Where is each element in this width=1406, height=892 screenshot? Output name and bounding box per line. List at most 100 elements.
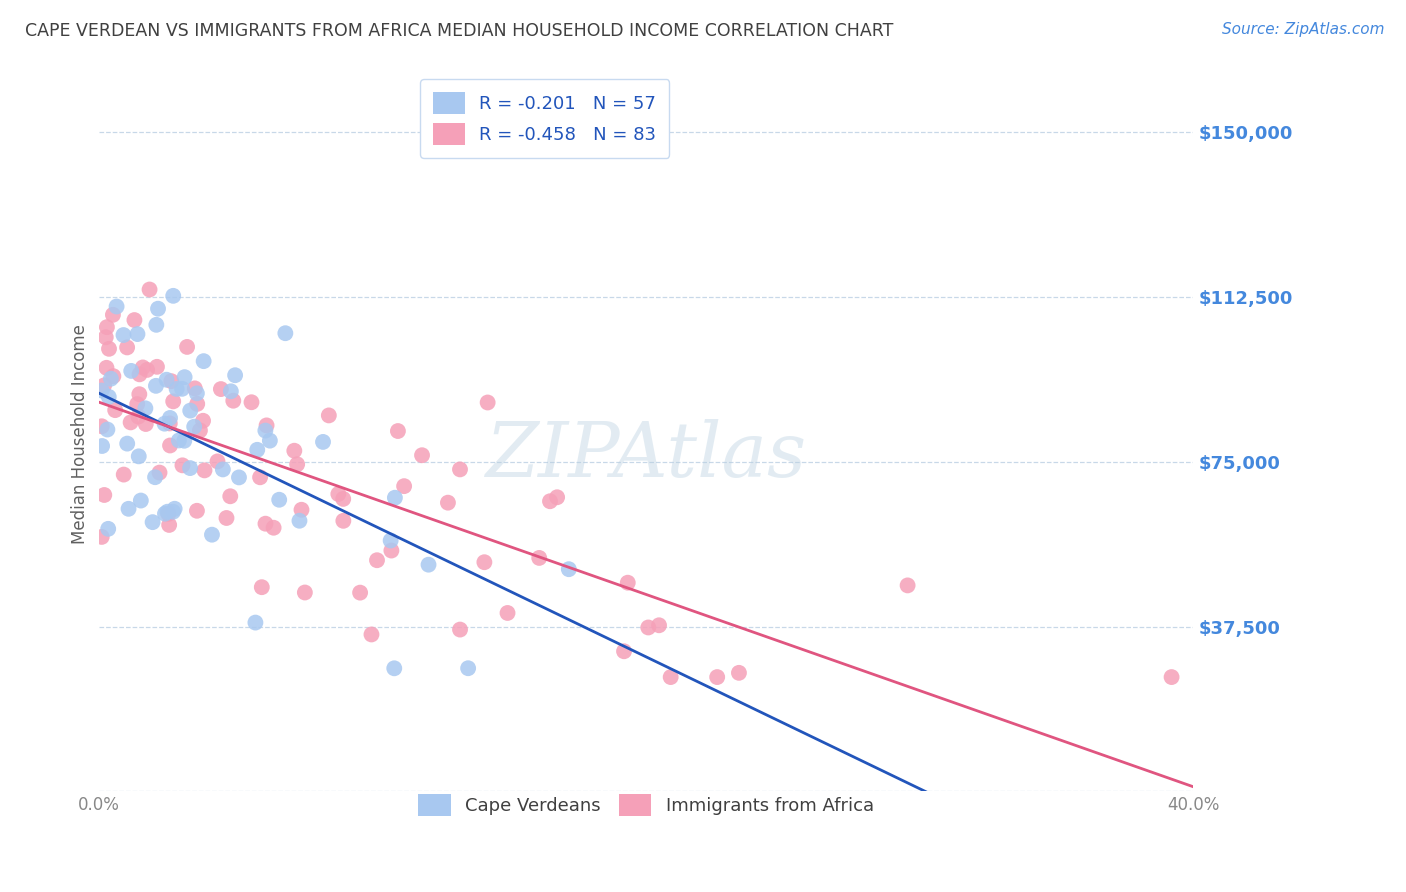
Point — [706, 670, 728, 684]
Point — [136, 363, 159, 377]
Point — [496, 606, 519, 620]
Point — [193, 463, 215, 477]
Point — [183, 419, 205, 434]
Point — [283, 443, 305, 458]
Point — [215, 511, 238, 525]
Point — [1160, 670, 1182, 684]
Point — [162, 394, 184, 409]
Point — [186, 386, 208, 401]
Point — [332, 514, 354, 528]
Point — [637, 620, 659, 634]
Point — [382, 661, 405, 675]
Point — [176, 340, 198, 354]
Point — [418, 558, 440, 572]
Point — [103, 369, 125, 384]
Point — [380, 533, 402, 548]
Point — [135, 417, 157, 431]
Point — [97, 390, 120, 404]
Point — [127, 327, 149, 342]
Point — [228, 470, 250, 484]
Point — [366, 553, 388, 567]
Point — [134, 401, 156, 416]
Point — [328, 487, 350, 501]
Point — [191, 414, 214, 428]
Point — [538, 494, 561, 508]
Point — [156, 505, 179, 519]
Point — [153, 417, 176, 431]
Point — [212, 462, 235, 476]
Point — [143, 470, 166, 484]
Point — [120, 416, 142, 430]
Point — [167, 434, 190, 448]
Point — [201, 527, 224, 541]
Point — [157, 507, 180, 521]
Point — [129, 493, 152, 508]
Text: CAPE VERDEAN VS IMMIGRANTS FROM AFRICA MEDIAN HOUSEHOLD INCOME CORRELATION CHART: CAPE VERDEAN VS IMMIGRANTS FROM AFRICA M… — [25, 22, 894, 40]
Point — [188, 424, 211, 438]
Point — [332, 491, 354, 506]
Point — [207, 454, 229, 468]
Point — [128, 450, 150, 464]
Point — [145, 379, 167, 393]
Point — [449, 462, 471, 476]
Point — [104, 403, 127, 417]
Point — [285, 457, 308, 471]
Point — [163, 501, 186, 516]
Point — [193, 354, 215, 368]
Point — [105, 300, 128, 314]
Point — [124, 313, 146, 327]
Point — [546, 490, 568, 504]
Point — [384, 491, 406, 505]
Point — [224, 368, 246, 383]
Point — [728, 665, 751, 680]
Point — [93, 378, 115, 392]
Point — [127, 397, 149, 411]
Point — [186, 397, 208, 411]
Point — [222, 393, 245, 408]
Point — [96, 423, 118, 437]
Point — [349, 585, 371, 599]
Point — [170, 382, 193, 396]
Point — [160, 374, 183, 388]
Point — [186, 504, 208, 518]
Text: ZIPAtlas: ZIPAtlas — [485, 418, 807, 492]
Point — [477, 395, 499, 409]
Point — [157, 517, 180, 532]
Point — [245, 615, 267, 630]
Point — [146, 359, 169, 374]
Point — [274, 326, 297, 341]
Point — [91, 439, 114, 453]
Point — [318, 409, 340, 423]
Point — [128, 387, 150, 401]
Point — [219, 489, 242, 503]
Legend: Cape Verdeans, Immigrants from Africa: Cape Verdeans, Immigrants from Africa — [409, 785, 883, 825]
Point — [250, 580, 273, 594]
Text: Source: ZipAtlas.com: Source: ZipAtlas.com — [1222, 22, 1385, 37]
Point — [558, 562, 581, 576]
Point — [128, 368, 150, 382]
Point — [155, 373, 177, 387]
Point — [166, 382, 188, 396]
Point — [115, 340, 138, 354]
Point — [93, 488, 115, 502]
Point — [457, 661, 479, 675]
Point — [162, 289, 184, 303]
Point — [172, 458, 194, 473]
Point — [146, 301, 169, 316]
Point — [259, 434, 281, 448]
Point — [159, 417, 181, 431]
Point — [312, 434, 335, 449]
Point — [112, 328, 135, 343]
Point — [90, 384, 112, 398]
Point — [294, 585, 316, 599]
Point — [659, 670, 682, 684]
Point — [142, 515, 165, 529]
Point — [449, 623, 471, 637]
Point — [219, 384, 242, 399]
Point — [153, 507, 176, 521]
Point — [380, 543, 402, 558]
Point — [249, 470, 271, 484]
Point — [115, 436, 138, 450]
Point — [173, 434, 195, 448]
Point — [254, 424, 277, 438]
